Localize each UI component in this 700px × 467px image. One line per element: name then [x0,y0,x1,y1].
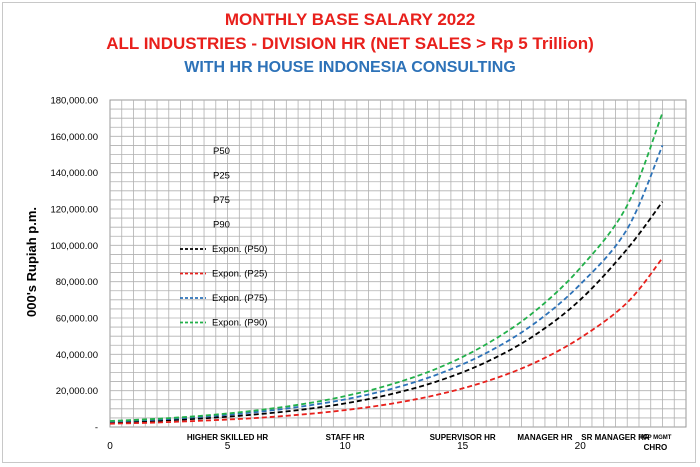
y-axis-ticks: - 20,000.00 40,000.00 60,000.00 80,000.00 100… [50,96,98,434]
x-tick-label: 0 [107,441,113,452]
legend: P50 P25 P75 P90 Expon. (P50) Expon. (P25) Expo… [180,146,267,329]
chart-titles: MONTHLY BASE SALARY 2022 ALL INDUSTRIES … [0,8,700,80]
series-line-expon-p25 [109,257,664,425]
y-tick-label: 140,000.00 [50,168,98,179]
x-tick-label: 15 [457,441,469,452]
chart-subtitle: ALL INDUSTRIES - DIVISION HR (NET SALES … [106,34,594,53]
chro-label: CHRO [644,443,668,452]
grid [109,99,687,428]
top-mgmt-label: TOP MGMT [639,435,671,441]
category-label: SUPERVISOR HR [430,433,496,442]
y-axis-label: 000's Rupiah p.m. [24,207,39,317]
category-labels: HIGHER SKILLED HR STAFF HR SUPERVISOR HR MA… [187,433,672,452]
category-label: STAFF HR [326,433,365,442]
x-tick-label: 10 [340,441,352,452]
chart-subtitle-consulting: WITH HR HOUSE INDONESIA CONSULTING [184,59,516,76]
y-tick-label: 160,000.00 [50,132,98,143]
chart-title: MONTHLY BASE SALARY 2022 [224,10,476,29]
legend-entry: Expon. (P50) [212,244,267,255]
y-tick-label: 100,000.00 [50,241,98,252]
legend-entry: Expon. (P25) [212,269,267,280]
y-tick-label: 40,000.00 [56,350,98,361]
series-line-expon-p90 [109,112,664,422]
series-line-expon-p50 [109,201,664,424]
x-tick-label: 20 [575,441,587,452]
y-tick-label: 180,000.00 [50,96,98,107]
x-tick-label: 5 [225,441,231,452]
y-tick-label: 20,000.00 [56,386,98,397]
category-label: HIGHER SKILLED HR [187,433,269,442]
legend-entry: Expon. (P75) [212,293,267,304]
legend-entry: P75 [213,195,230,206]
series-line-expon-p75 [109,145,664,423]
legend-entry: P50 [213,146,230,157]
category-label: MANAGER HR [517,433,572,442]
legend-entry: P25 [213,171,230,182]
y-tick-label: 80,000.00 [56,277,98,288]
series-lines [109,112,664,425]
legend-entry: Expon. (P90) [212,318,267,329]
y-tick-label: 120,000.00 [50,205,98,216]
y-tick-label: - [95,423,98,434]
y-tick-label: 60,000.00 [56,314,98,325]
x-axis-ticks: 0 5 10 15 20 [107,441,586,452]
legend-entry: P90 [213,220,230,231]
category-label: SR MANAGER HR [581,433,650,442]
